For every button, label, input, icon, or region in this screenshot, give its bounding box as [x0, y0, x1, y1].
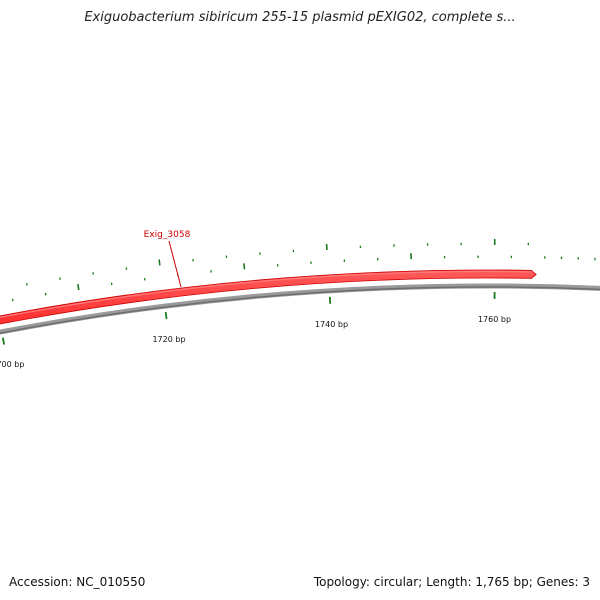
gene-arrow-highlight [0, 270, 532, 319]
tick-label: 1700 bp [0, 360, 24, 369]
tick-marks [1, 239, 596, 345]
backbone-arc-shade [0, 286, 600, 334]
genes: Exig_3058 [0, 230, 537, 325]
accession-text: Accession: NC_010550 [9, 575, 146, 589]
tick-mark [158, 259, 161, 266]
gene-label-leader [168, 240, 182, 288]
gene-label: Exig_3058 [144, 230, 191, 240]
tick-mark [77, 283, 80, 291]
tick-label: 1740 bp [315, 320, 348, 329]
backbone [0, 283, 600, 335]
tick-mark-major [1, 337, 6, 345]
tick-label: 1720 bp [152, 335, 185, 344]
map-title: Exiguobacterium sibiricum 255-15 plasmid… [84, 10, 516, 25]
tick-mark-major [164, 311, 168, 320]
tick-mark [243, 263, 246, 270]
backbone-arc [0, 283, 600, 335]
tick-label: 1760 bp [478, 315, 511, 324]
summary-text: Topology: circular; Length: 1,765 bp; Ge… [313, 575, 590, 589]
gene-arrow [0, 269, 537, 325]
